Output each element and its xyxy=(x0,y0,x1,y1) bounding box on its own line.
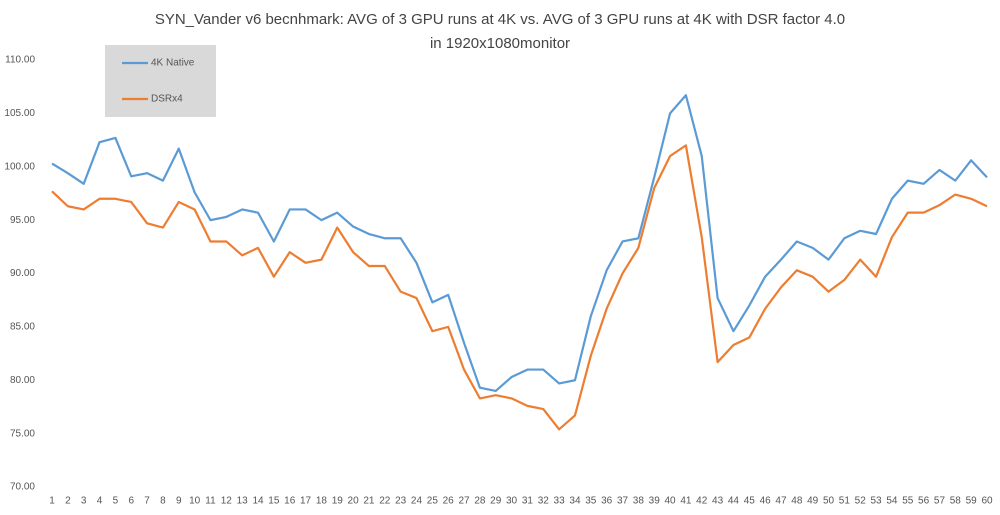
x-tick-label: 54 xyxy=(886,496,898,507)
x-tick-label: 48 xyxy=(791,496,803,507)
x-tick-label: 56 xyxy=(918,496,930,507)
x-tick-label: 20 xyxy=(348,496,360,507)
x-tick-label: 38 xyxy=(633,496,645,507)
series-line xyxy=(51,94,988,393)
y-tick-label: 100.00 xyxy=(4,161,35,172)
x-tick-label: 3 xyxy=(81,496,87,507)
x-tick-label: 32 xyxy=(538,496,550,507)
series-line xyxy=(51,144,988,431)
y-tick-label: 95.00 xyxy=(10,215,35,226)
x-tick-label: 21 xyxy=(363,496,375,507)
x-tick-label: 51 xyxy=(839,496,851,507)
x-tick-label: 17 xyxy=(300,496,312,507)
x-tick-label: 9 xyxy=(176,496,182,507)
x-tick-label: 13 xyxy=(237,496,249,507)
x-tick-label: 46 xyxy=(760,496,772,507)
x-tick-label: 42 xyxy=(696,496,708,507)
x-tick-label: 29 xyxy=(490,496,502,507)
x-tick-label: 44 xyxy=(728,496,740,507)
x-tick-label: 31 xyxy=(522,496,534,507)
y-tick-label: 70.00 xyxy=(10,482,35,493)
x-tick-label: 40 xyxy=(664,496,676,507)
x-tick-label: 16 xyxy=(284,496,296,507)
x-tick-label: 28 xyxy=(474,496,486,507)
x-tick-label: 25 xyxy=(427,496,439,507)
x-tick-label: 37 xyxy=(617,496,629,507)
y-tick-label: 110.00 xyxy=(5,55,35,66)
y-tick-label: 80.00 xyxy=(10,375,35,386)
x-tick-label: 12 xyxy=(221,496,233,507)
x-tick-label: 35 xyxy=(585,496,597,507)
x-tick-label: 52 xyxy=(855,496,867,507)
y-tick-label: 75.00 xyxy=(10,428,35,439)
x-tick-label: 34 xyxy=(569,496,581,507)
x-tick-label: 39 xyxy=(649,496,661,507)
x-tick-label: 41 xyxy=(680,496,692,507)
x-tick-label: 57 xyxy=(934,496,946,507)
x-tick-label: 19 xyxy=(332,496,344,507)
x-tick-label: 23 xyxy=(395,496,407,507)
x-tick-label: 7 xyxy=(144,496,150,507)
x-tick-label: 49 xyxy=(807,496,819,507)
legend-label: DSRx4 xyxy=(151,94,183,105)
legend-box xyxy=(105,45,216,117)
x-tick-label: 15 xyxy=(268,496,280,507)
x-tick-label: 55 xyxy=(902,496,914,507)
x-tick-label: 50 xyxy=(823,496,835,507)
x-tick-label: 24 xyxy=(411,496,423,507)
x-tick-label: 36 xyxy=(601,496,613,507)
x-tick-label: 11 xyxy=(205,496,216,507)
x-tick-label: 43 xyxy=(712,496,724,507)
x-tick-label: 22 xyxy=(379,496,391,507)
x-tick-label: 18 xyxy=(316,496,328,507)
legend-label: 4K Native xyxy=(151,58,195,69)
x-tick-label: 1 xyxy=(49,496,55,507)
x-tick-label: 27 xyxy=(458,496,470,507)
y-tick-label: 85.00 xyxy=(10,322,35,333)
x-tick-label: 14 xyxy=(252,496,264,507)
x-tick-label: 26 xyxy=(443,496,455,507)
y-tick-label: 105.00 xyxy=(4,108,35,119)
x-tick-label: 59 xyxy=(966,496,978,507)
x-tick-label: 30 xyxy=(506,496,518,507)
x-tick-label: 6 xyxy=(128,496,134,507)
x-tick-label: 5 xyxy=(113,496,119,507)
x-tick-label: 2 xyxy=(65,496,71,507)
x-tick-label: 10 xyxy=(189,496,201,507)
x-tick-label: 33 xyxy=(554,496,566,507)
x-tick-label: 45 xyxy=(744,496,756,507)
y-tick-label: 90.00 xyxy=(10,268,35,279)
chart-title: SYN_Vander v6 becnhmark: AVG of 3 GPU ru… xyxy=(154,11,846,52)
x-tick-label: 8 xyxy=(160,496,166,507)
x-tick-label: 47 xyxy=(775,496,787,507)
x-tick-label: 4 xyxy=(97,496,103,507)
x-tick-label: 58 xyxy=(950,496,962,507)
x-tick-label: 60 xyxy=(981,496,993,507)
x-tick-label: 53 xyxy=(871,496,883,507)
